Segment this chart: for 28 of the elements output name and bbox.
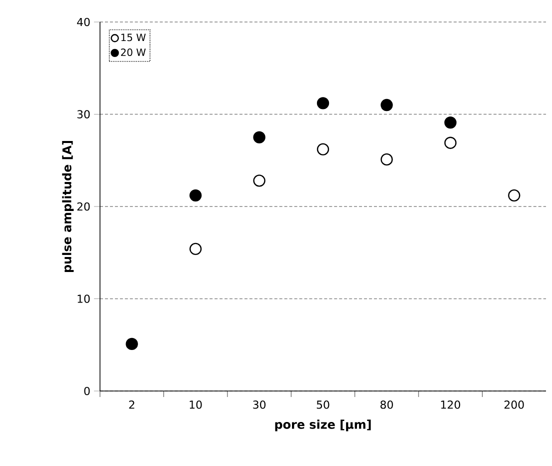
x-tick-label: 30 xyxy=(253,400,266,409)
point xyxy=(189,242,202,256)
x-tick-label: 200 xyxy=(504,400,524,409)
x-tick-label: 10 xyxy=(190,400,202,409)
point xyxy=(508,189,520,202)
point xyxy=(444,116,457,129)
point xyxy=(253,131,266,144)
legend-label: 15 W xyxy=(121,34,146,42)
x-tick-label: 80 xyxy=(380,400,393,409)
point xyxy=(380,98,393,112)
point xyxy=(444,136,457,149)
y-tick-label: 40 xyxy=(77,18,90,26)
legend-label: 20 W xyxy=(121,48,146,56)
point xyxy=(253,174,266,187)
y-tick-label: 10 xyxy=(78,294,90,303)
y-tick-label: 30 xyxy=(77,110,90,118)
y-tick-label: 20 xyxy=(77,202,90,211)
y-tick-label: 0 xyxy=(84,386,90,396)
point xyxy=(380,153,393,166)
x-tick-label: 50 xyxy=(316,400,330,409)
x-tick-label: 120 xyxy=(441,400,460,409)
point xyxy=(316,143,330,156)
point xyxy=(316,97,330,110)
y-axis-title: pulse amplitude [A] xyxy=(62,140,74,272)
point xyxy=(189,189,202,202)
x-axis-title: pore size [μm] xyxy=(275,420,371,432)
point xyxy=(126,338,138,350)
x-tick-label: 2 xyxy=(129,400,134,409)
